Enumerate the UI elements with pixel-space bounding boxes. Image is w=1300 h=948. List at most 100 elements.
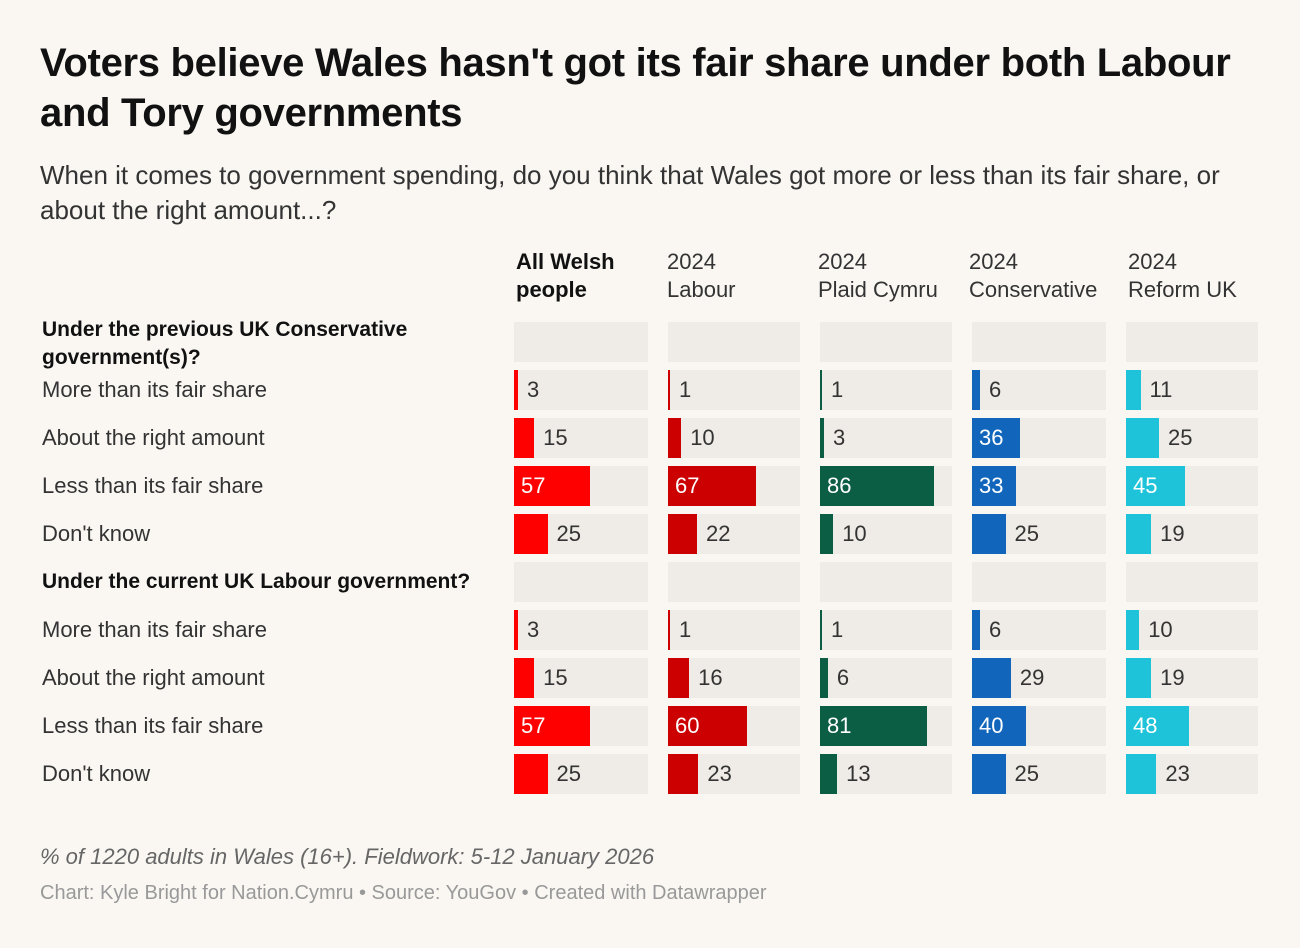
- row-label: Less than its fair share: [42, 713, 264, 738]
- value-label: 40: [979, 713, 1004, 738]
- bar-track: 10: [1126, 610, 1258, 650]
- column-header: 2024 Plaid Cymru: [818, 248, 938, 304]
- bar-track: 1: [668, 610, 800, 650]
- bar-track: 10: [668, 418, 800, 458]
- value-label: 48: [1133, 713, 1158, 738]
- value-label: 10: [690, 425, 715, 450]
- bar-track: 16: [668, 658, 800, 698]
- bar: [820, 706, 927, 746]
- value-label: 6: [836, 665, 850, 690]
- empty-track: [820, 562, 952, 602]
- row-label: More than its fair share: [42, 617, 267, 642]
- empty-track: [820, 322, 952, 362]
- bar-track: 25: [972, 754, 1106, 794]
- empty-track: [972, 322, 1106, 362]
- value-label: 67: [675, 473, 700, 498]
- bar-track: 1: [820, 610, 952, 650]
- bar: [820, 466, 934, 506]
- bar: [514, 514, 548, 554]
- bar-track: 11: [1126, 370, 1258, 410]
- value-label: 10: [842, 521, 867, 546]
- value-label: 1: [831, 377, 844, 402]
- bar: [972, 754, 1006, 794]
- bar-track: 6: [820, 658, 952, 698]
- column-header-line: Labour: [667, 277, 736, 302]
- value-label: 15: [543, 425, 568, 450]
- value-label: 19: [1160, 521, 1185, 546]
- bar-track: 22: [668, 514, 800, 554]
- bar-track: 36: [972, 418, 1106, 458]
- bar-track: 25: [1126, 418, 1258, 458]
- bar: [820, 370, 822, 410]
- empty-track: [514, 562, 648, 602]
- bar: [514, 754, 548, 794]
- column-header-line: 2024: [1128, 249, 1177, 274]
- value-label: 19: [1160, 665, 1185, 690]
- bar-track: 25: [514, 754, 648, 794]
- bar-track: 23: [668, 754, 800, 794]
- value-label: 3: [832, 425, 846, 450]
- value-label: 86: [827, 473, 852, 498]
- bar-track: 29: [972, 658, 1106, 698]
- value-label: 60: [675, 713, 700, 738]
- bar: [514, 706, 591, 746]
- bar-track: 67: [668, 466, 800, 506]
- value-label: 16: [698, 665, 723, 690]
- value-label: 25: [1014, 521, 1039, 546]
- empty-track: [514, 322, 648, 362]
- column-header-line: Plaid Cymru: [818, 277, 938, 302]
- bar-track: 40: [972, 706, 1106, 746]
- value-label: 25: [1014, 761, 1039, 786]
- bar: [972, 610, 981, 650]
- bar-track: 19: [1126, 514, 1258, 554]
- bar-track: 57: [514, 466, 648, 506]
- bar: [668, 466, 757, 506]
- bar-track: 33: [972, 466, 1106, 506]
- value-label: 25: [556, 521, 581, 546]
- bar: [1126, 370, 1141, 410]
- value-label: 23: [707, 761, 732, 786]
- bar: [668, 610, 670, 650]
- bar: [668, 754, 699, 794]
- value-label: 6: [989, 617, 1002, 642]
- bar: [972, 514, 1006, 554]
- value-label: 57: [521, 713, 546, 738]
- chart-credit: Chart: Kyle Bright for Nation.Cymru • So…: [40, 882, 767, 904]
- bar-track: 57: [514, 706, 648, 746]
- bar-track: 1: [820, 370, 952, 410]
- bar: [668, 658, 690, 698]
- value-label: 23: [1165, 761, 1190, 786]
- bar-track: 3: [514, 610, 648, 650]
- bar: [668, 370, 670, 410]
- value-label: 11: [1149, 377, 1173, 402]
- value-label: 10: [1148, 617, 1173, 642]
- column-header-line: people: [516, 277, 587, 302]
- bar: [972, 370, 981, 410]
- value-label: 6: [989, 377, 1002, 402]
- value-label: 81: [827, 713, 852, 738]
- bar: [820, 514, 834, 554]
- row-label: About the right amount: [42, 425, 265, 450]
- bar: [972, 706, 1026, 746]
- value-label: 13: [846, 761, 871, 786]
- bar-track: 13: [820, 754, 952, 794]
- empty-track: [972, 562, 1106, 602]
- bar: [820, 610, 822, 650]
- value-label: 25: [1168, 425, 1193, 450]
- bar: [514, 610, 519, 650]
- value-label: 25: [556, 761, 581, 786]
- column-header-line: 2024: [818, 249, 867, 274]
- chart-note: % of 1220 adults in Wales (16+). Fieldwo…: [40, 844, 655, 869]
- bar: [1126, 754, 1157, 794]
- chart-subtitle: When it comes to government spending, do…: [40, 160, 1220, 225]
- value-label: 1: [831, 617, 844, 642]
- bar-track: 19: [1126, 658, 1258, 698]
- value-label: 33: [979, 473, 1004, 498]
- value-label: 1: [679, 617, 692, 642]
- bar: [514, 418, 535, 458]
- bar-track: 81: [820, 706, 952, 746]
- row-label: Don't know: [42, 761, 151, 786]
- bar: [1126, 514, 1152, 554]
- value-label: 36: [979, 425, 1004, 450]
- bar-track: 6: [972, 610, 1106, 650]
